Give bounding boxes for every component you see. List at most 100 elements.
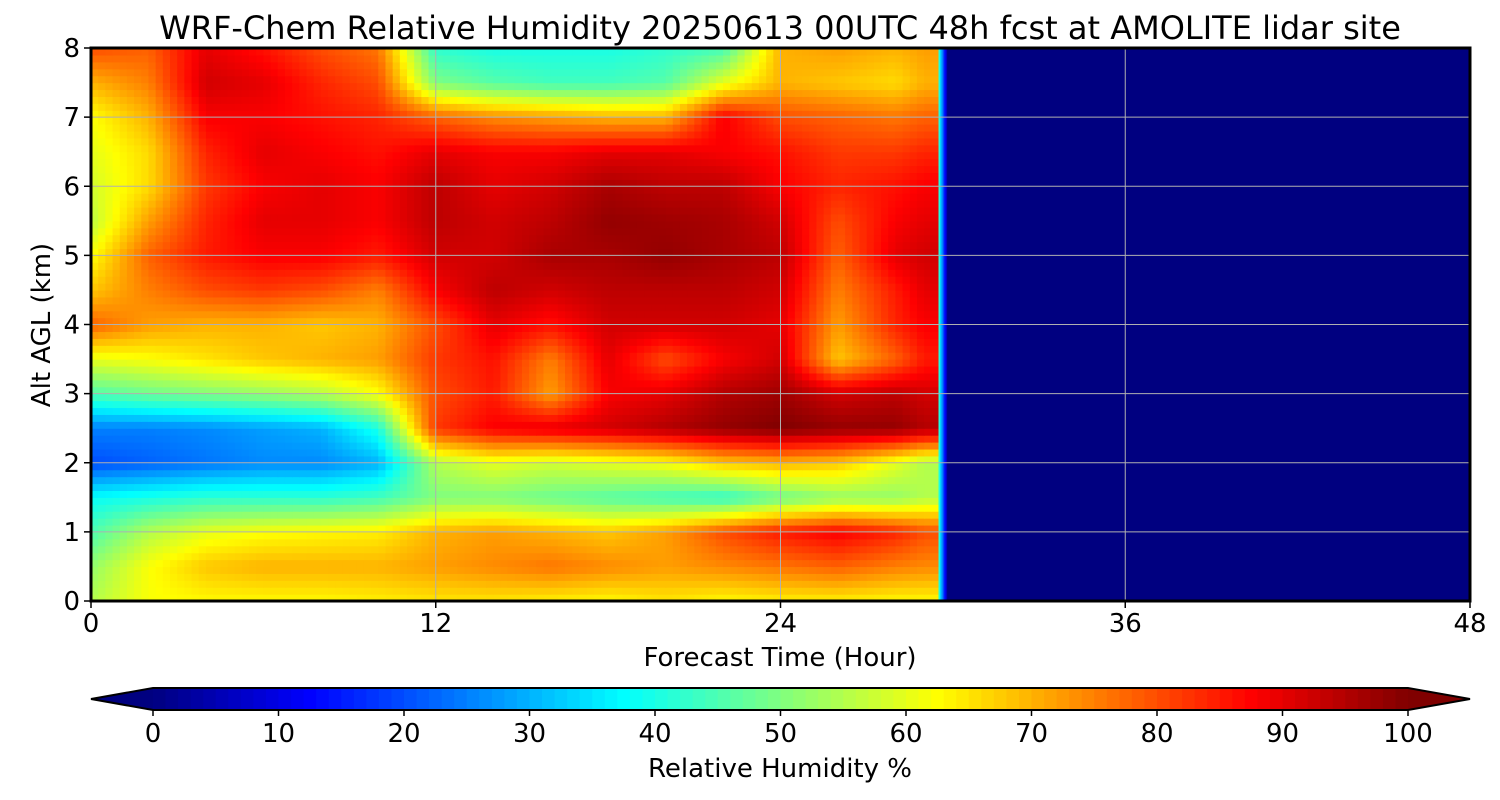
heatmap-cell <box>687 559 695 568</box>
heatmap-cell <box>363 386 372 395</box>
heatmap-cell <box>852 573 861 581</box>
heatmap-cell <box>751 421 760 429</box>
heatmap-cell <box>241 345 250 353</box>
heatmap-cell <box>234 573 243 581</box>
heatmap-cell <box>277 303 286 312</box>
heatmap-cell <box>909 511 918 519</box>
heatmap-cell <box>320 393 329 402</box>
heatmap-cell <box>313 483 322 491</box>
heatmap-cell <box>787 573 796 581</box>
heatmap-cell <box>349 400 358 409</box>
heatmap-cell <box>651 331 659 339</box>
heatmap-cell <box>758 490 767 498</box>
heatmap-cell <box>486 469 494 478</box>
heatmap-cell <box>371 331 379 339</box>
heatmap-cell <box>924 455 932 464</box>
heatmap-cell <box>600 524 609 533</box>
heatmap-cell <box>931 448 940 457</box>
heatmap-cell <box>177 531 185 540</box>
heatmap-cell <box>213 511 221 519</box>
heatmap-cell <box>529 566 537 574</box>
heatmap-cell <box>866 587 875 595</box>
heatmap-cell <box>636 504 645 512</box>
heatmap-cell <box>794 594 803 602</box>
heatmap-cell <box>299 414 308 422</box>
heatmap-cell <box>363 469 372 478</box>
heatmap-cell <box>572 469 580 478</box>
heatmap-cell <box>924 338 932 346</box>
heatmap-cell <box>270 483 279 491</box>
heatmap-cell <box>399 469 408 478</box>
heatmap-cell <box>809 594 818 602</box>
heatmap-cell <box>830 400 839 409</box>
heatmap-cell <box>363 310 372 319</box>
heatmap-cell <box>98 490 106 498</box>
heatmap-cell <box>91 393 99 402</box>
heatmap-cell <box>234 483 243 491</box>
heatmap-cell <box>507 469 516 478</box>
heatmap-cell <box>565 428 573 436</box>
heatmap-cell <box>758 545 767 554</box>
heatmap-cell <box>543 559 552 568</box>
heatmap-cell <box>198 594 207 602</box>
heatmap-cell <box>478 483 487 491</box>
heatmap-cell <box>916 490 925 498</box>
heatmap-cell <box>572 448 580 457</box>
heatmap-cell <box>249 428 257 436</box>
heatmap-cell <box>816 428 825 436</box>
heatmap-cell <box>708 386 717 395</box>
heatmap-cell <box>744 594 753 602</box>
heatmap-cell <box>866 497 875 505</box>
heatmap-cell <box>500 538 509 547</box>
heatmap-cell <box>615 365 624 374</box>
heatmap-cell <box>543 338 552 346</box>
heatmap-cell <box>766 483 774 491</box>
heatmap-cell <box>550 345 559 353</box>
heatmap-cell <box>615 483 624 491</box>
heatmap-cell <box>723 407 731 415</box>
heatmap-cell <box>916 428 925 436</box>
heatmap-cell <box>687 469 695 478</box>
heatmap-cell <box>644 462 652 471</box>
heatmap-cell <box>679 455 688 464</box>
heatmap-cell <box>464 518 473 526</box>
heatmap-cell <box>794 524 803 533</box>
heatmap-cell <box>162 359 171 367</box>
heatmap-cell <box>579 345 588 353</box>
heatmap-cell <box>758 594 767 602</box>
heatmap-cell <box>837 442 846 450</box>
heatmap-cell <box>414 462 422 471</box>
heatmap-cell <box>363 359 372 367</box>
heatmap-cell <box>407 310 415 319</box>
heatmap-cell <box>414 372 422 381</box>
heatmap-cell <box>342 524 351 533</box>
heatmap-cell <box>924 497 932 505</box>
heatmap-cell <box>816 462 825 471</box>
heatmap-cell <box>529 490 537 498</box>
heatmap-cell <box>378 407 387 415</box>
heatmap-cell <box>586 476 595 485</box>
heatmap-cell <box>708 490 717 498</box>
heatmap-cell <box>658 497 667 505</box>
heatmap-cell <box>299 338 308 346</box>
heatmap-cell <box>227 483 236 491</box>
heatmap-cell <box>349 345 358 353</box>
heatmap-cell <box>277 359 286 367</box>
heatmap-cell <box>651 490 659 498</box>
heatmap-cell <box>91 352 99 360</box>
heatmap-cell <box>442 552 451 561</box>
heatmap-cell <box>701 580 710 588</box>
heatmap-cell <box>356 559 365 568</box>
heatmap-cell <box>565 345 573 353</box>
heatmap-cell <box>665 559 674 568</box>
heatmap-cell <box>450 545 458 554</box>
heatmap-cell <box>328 331 336 339</box>
heatmap-cell <box>306 428 315 436</box>
heatmap-cell <box>751 324 760 333</box>
heatmap-cell <box>909 566 918 574</box>
heatmap-cell <box>205 365 214 374</box>
heatmap-cell <box>845 490 853 498</box>
heatmap-cell <box>651 379 659 388</box>
heatmap-cell <box>435 483 444 491</box>
heatmap-cell <box>148 524 157 533</box>
